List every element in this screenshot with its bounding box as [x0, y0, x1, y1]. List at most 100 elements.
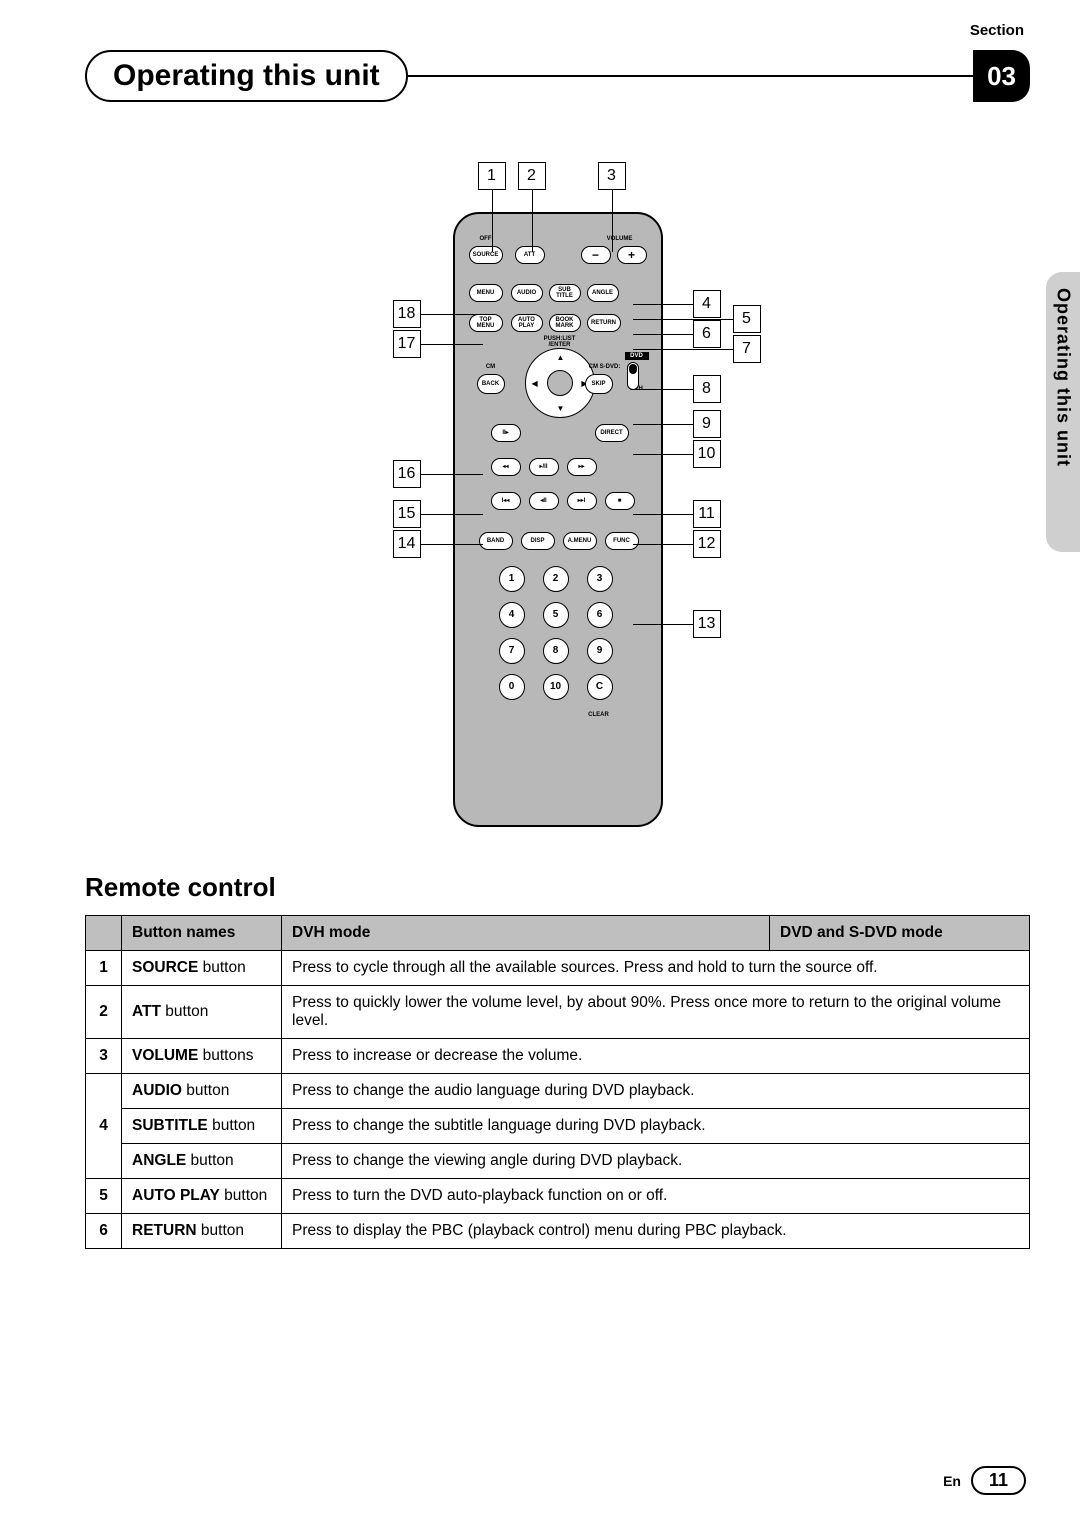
table-row: 6RETURN buttonPress to display the PBC (… [86, 1214, 1030, 1249]
remote-numpad-btn: 7 [499, 638, 525, 664]
remote-numpad-btn: 2 [543, 566, 569, 592]
remote-control-table: Button namesDVH modeDVD and S-DVD mode1S… [85, 915, 1030, 1249]
remote-numpad-btn: 4 [499, 602, 525, 628]
callout-6: 6 [693, 320, 721, 348]
remote-btn: − [581, 246, 611, 264]
side-tab-label: Operating this unit [1053, 288, 1074, 467]
leader-18 [421, 314, 483, 315]
section-label: Section [970, 22, 1024, 39]
leader-2 [532, 190, 533, 252]
remote-btn: SKIP [585, 374, 613, 394]
leader-8 [633, 389, 693, 390]
section-title: Operating this unit [85, 50, 408, 102]
row-index: 6 [86, 1214, 122, 1249]
leader-14 [421, 544, 483, 545]
button-name-cell: VOLUME buttons [122, 1039, 282, 1074]
remote-btn: DIRECT [595, 424, 629, 442]
remote-btn: + [617, 246, 647, 264]
table-row: 1SOURCE buttonPress to cycle through all… [86, 951, 1030, 986]
table-row: ANGLE buttonPress to change the viewing … [86, 1144, 1030, 1179]
callout-16: 16 [393, 460, 421, 488]
leader-12 [633, 544, 693, 545]
side-tab: Operating this unit [1046, 272, 1080, 552]
table-row: 5AUTO PLAY buttonPress to turn the DVD a… [86, 1179, 1030, 1214]
footer-page-number: 11 [971, 1466, 1026, 1495]
remote-btn: SOURCE [469, 246, 503, 264]
table-row: SUBTITLE buttonPress to change the subti… [86, 1109, 1030, 1144]
remote-numpad-btn: 5 [543, 602, 569, 628]
leader-9 [633, 424, 693, 425]
remote-label: VOLUME [593, 236, 647, 242]
section-number-badge: 03 [973, 50, 1030, 102]
table-header: DVD and S-DVD mode [770, 916, 1030, 951]
callout-18: 18 [393, 300, 421, 328]
remote-numpad-btn: 3 [587, 566, 613, 592]
callout-10: 10 [693, 440, 721, 468]
remote-numpad-btn: 1 [499, 566, 525, 592]
row-index: 1 [86, 951, 122, 986]
remote-btn: BACK [477, 374, 505, 394]
remote-label: CM [477, 364, 505, 370]
leader-15 [421, 514, 483, 515]
remote-btn: AUTOPLAY [511, 314, 543, 332]
callout-2: 2 [518, 162, 546, 190]
callout-9: 9 [693, 410, 721, 438]
button-name-cell: AUDIO button [122, 1074, 282, 1109]
button-name-cell: SOURCE button [122, 951, 282, 986]
remote-label: OFF [469, 236, 503, 242]
button-name-cell: ANGLE button [122, 1144, 282, 1179]
description-cell: Press to quickly lower the volume level,… [282, 986, 1030, 1039]
description-cell: Press to change the viewing angle during… [282, 1144, 1030, 1179]
remote-btn: I◂◂ [491, 492, 521, 510]
callout-4: 4 [693, 290, 721, 318]
leader-13 [633, 624, 693, 625]
remote-btn: SUBTITLE [549, 284, 581, 302]
page-footer: En 11 [943, 1466, 1026, 1495]
table-header [86, 916, 122, 951]
remote-numpad-btn: C [587, 674, 613, 700]
leader-11 [633, 514, 693, 515]
description-cell: Press to change the subtitle language du… [282, 1109, 1030, 1144]
table-header: DVH mode [282, 916, 770, 951]
row-index: 5 [86, 1179, 122, 1214]
remote-label: CLEAR [583, 712, 615, 718]
header-rule [408, 75, 975, 77]
leader-7 [633, 349, 733, 350]
remote-numpad-btn: 8 [543, 638, 569, 664]
remote-label: PUSH:LIST/ENTER [525, 336, 595, 348]
remote-btn: ◂II [529, 492, 559, 510]
description-cell: Press to cycle through all the available… [282, 951, 1030, 986]
remote-btn: RETURN [587, 314, 621, 332]
button-name-cell: RETURN button [122, 1214, 282, 1249]
remote-btn: ■ [605, 492, 635, 510]
remote-btn: A.MENU [563, 532, 597, 550]
remote-diagram-wrap: OFFVOLUMESOURCEATT−+MENUAUDIOSUBTITLEANG… [85, 162, 1030, 842]
table-row: 2ATT buttonPress to quickly lower the vo… [86, 986, 1030, 1039]
callout-11: 11 [693, 500, 721, 528]
remote-label: DVD [625, 352, 649, 360]
button-name-cell: ATT button [122, 986, 282, 1039]
leader-6 [633, 334, 693, 335]
leader-17 [421, 344, 483, 345]
remote-control-heading: Remote control [85, 872, 1030, 903]
row-index: 3 [86, 1039, 122, 1074]
remote-btn: BAND [479, 532, 513, 550]
remote-btn: ▸▸I [567, 492, 597, 510]
page-header: Operating this unit Section 03 [85, 50, 1030, 102]
callout-15: 15 [393, 500, 421, 528]
remote-numpad-btn: 9 [587, 638, 613, 664]
callout-13: 13 [693, 610, 721, 638]
button-name-cell: SUBTITLE button [122, 1109, 282, 1144]
remote-numpad-btn: 6 [587, 602, 613, 628]
remote-btn: ▸/II [529, 458, 559, 476]
row-index: 4 [86, 1074, 122, 1179]
callout-17: 17 [393, 330, 421, 358]
callout-1: 1 [478, 162, 506, 190]
description-cell: Press to increase or decrease the volume… [282, 1039, 1030, 1074]
table-row: 3VOLUME buttonsPress to increase or decr… [86, 1039, 1030, 1074]
remote-numpad-btn: 10 [543, 674, 569, 700]
remote-btn: DISP [521, 532, 555, 550]
remote-label: CM S-DVD: [575, 364, 635, 370]
remote-btn: BOOKMARK [549, 314, 581, 332]
row-index: 2 [86, 986, 122, 1039]
